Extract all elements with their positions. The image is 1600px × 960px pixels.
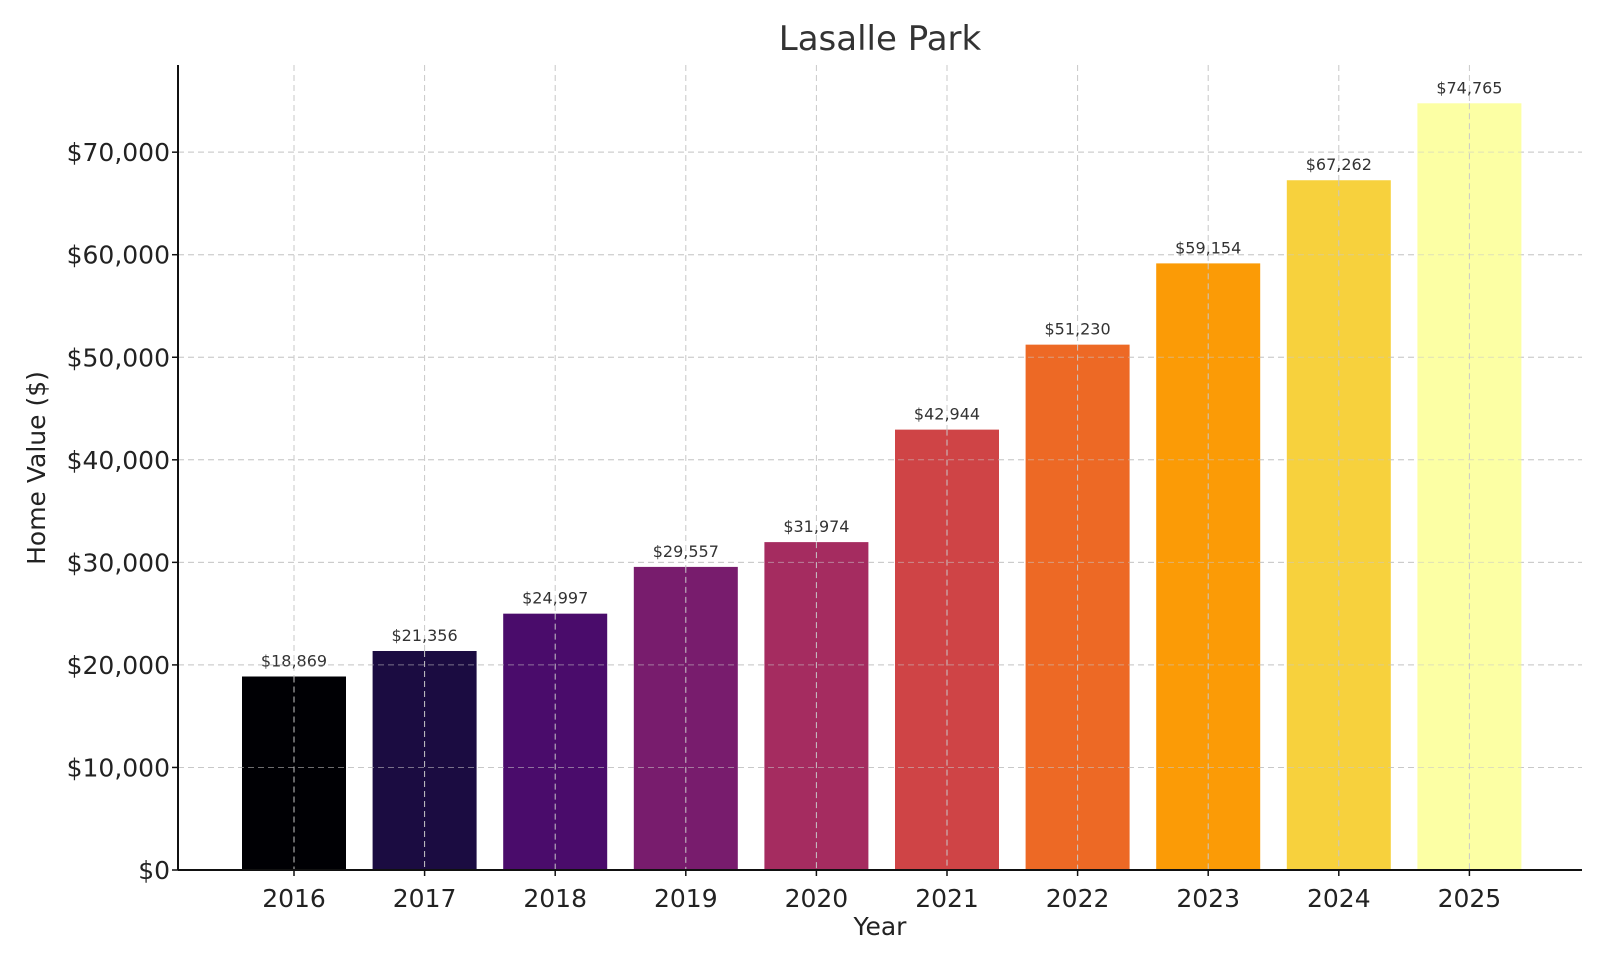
x-axis-label: Year (853, 912, 908, 941)
x-tick-label: 2024 (1307, 884, 1371, 913)
x-tick-label: 2021 (915, 884, 979, 913)
x-tick-label: 2025 (1438, 884, 1502, 913)
bar-value-label: $29,557 (653, 542, 719, 561)
bar-value-label: $18,869 (261, 652, 327, 671)
x-tick-label: 2016 (262, 884, 326, 913)
bar-value-label: $24,997 (522, 589, 588, 608)
y-axis-label: Home Value ($) (22, 371, 51, 565)
x-tick-label: 2018 (523, 884, 587, 913)
data-labels: $18,869 $21,356 $24,997 $29,557 $31,974 $42,9… (178, 78, 1582, 870)
chart-title: Lasalle Park (779, 19, 982, 59)
bars (242, 103, 1522, 871)
y-tick-label: $20,000 (67, 651, 170, 680)
x-tick-label: 2022 (1046, 884, 1110, 913)
y-tick-label: $50,000 (67, 343, 170, 372)
x-tick-label: 2023 (1176, 884, 1240, 913)
bar-value-label: $51,230 (1045, 320, 1111, 339)
bar-value-label: $21,356 (392, 626, 458, 645)
x-tick-labels: 2016 2017 2018 2019 2020 2021 2022 2023 2024 2025 (262, 870, 1501, 913)
bar-value-label: $59,154 (1175, 238, 1241, 257)
bar-value-label: $74,765 (1436, 78, 1502, 97)
y-tick-labels: $0 $10,000 $20,000 $30,000 $40,000 $50,000 $60… (67, 138, 178, 885)
x-tick-label: 2019 (654, 884, 718, 913)
x-tick-label: 2017 (393, 884, 457, 913)
y-tick-label: $30,000 (67, 548, 170, 577)
axes (177, 65, 1582, 871)
bar-value-label: $42,944 (914, 405, 980, 424)
x-tick-label: 2020 (785, 884, 849, 913)
y-tick-label: $60,000 (67, 241, 170, 270)
y-tick-label: $10,000 (67, 753, 170, 782)
bar-value-label: $67,262 (1306, 155, 1372, 174)
bar-value-label: $31,974 (783, 517, 849, 536)
y-tick-label: $40,000 (67, 446, 170, 475)
y-tick-label: $70,000 (67, 138, 170, 167)
y-tick-label: $0 (138, 856, 170, 885)
bar (503, 613, 608, 870)
